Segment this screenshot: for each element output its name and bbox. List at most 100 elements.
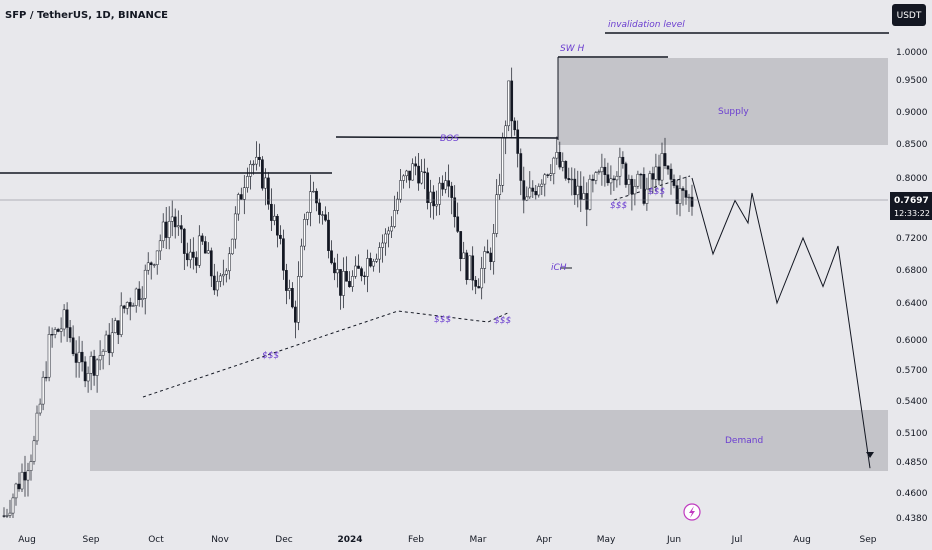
candle-body bbox=[23, 471, 27, 481]
candle-body bbox=[375, 258, 378, 262]
candle-body bbox=[519, 153, 523, 181]
candle-body bbox=[384, 233, 387, 244]
candle-body bbox=[675, 185, 679, 204]
candle-body bbox=[246, 176, 249, 188]
candle-body bbox=[642, 174, 646, 204]
candle-body bbox=[279, 234, 282, 239]
x-tick-label: May bbox=[597, 535, 616, 545]
candle-body bbox=[224, 270, 228, 275]
candle-body bbox=[612, 178, 616, 181]
candle-body bbox=[270, 203, 273, 221]
candle-body bbox=[8, 512, 12, 516]
candle-body bbox=[80, 351, 84, 363]
candle-body bbox=[426, 172, 429, 203]
candle-body bbox=[288, 288, 291, 291]
candle-body bbox=[501, 137, 505, 186]
candle-body bbox=[351, 276, 354, 287]
candle-body bbox=[116, 320, 120, 335]
candle-body bbox=[203, 241, 207, 254]
candle-body bbox=[600, 166, 604, 173]
x-tick-label: Sep bbox=[83, 535, 100, 545]
candle-body bbox=[239, 194, 243, 200]
candle-body bbox=[567, 178, 571, 180]
y-tick-label: 0.7200 bbox=[896, 234, 928, 244]
candle-body bbox=[29, 461, 33, 471]
candle-body bbox=[498, 185, 502, 195]
candle-body bbox=[303, 219, 306, 247]
candle-body bbox=[345, 271, 348, 282]
candle-body bbox=[363, 275, 366, 277]
invalidation-label: invalidation level bbox=[608, 20, 685, 30]
candle-body bbox=[161, 221, 165, 242]
candle-body bbox=[336, 269, 339, 274]
currency-button[interactable]: USDT bbox=[892, 4, 926, 26]
liquidity-label-3: $$$ bbox=[494, 316, 511, 326]
bos-label: BOS bbox=[440, 134, 459, 144]
candle-body bbox=[26, 470, 30, 481]
candle-body bbox=[321, 214, 324, 216]
candle-body bbox=[330, 250, 333, 264]
candle-body bbox=[372, 261, 375, 267]
candle-body bbox=[471, 255, 475, 281]
x-tick-label: Feb bbox=[408, 535, 424, 545]
candle-body bbox=[531, 187, 535, 192]
candle-body bbox=[170, 216, 174, 222]
candle-body bbox=[495, 194, 499, 234]
candle-body bbox=[149, 262, 153, 265]
candle-body bbox=[155, 250, 159, 265]
candle-body bbox=[357, 265, 360, 269]
candle-body bbox=[465, 252, 469, 280]
candle-body bbox=[354, 265, 357, 277]
y-tick-label: 0.4600 bbox=[896, 489, 928, 499]
candle-body bbox=[86, 373, 90, 382]
candle-body bbox=[435, 204, 438, 207]
candle-body bbox=[621, 156, 625, 164]
y-tick-label: 0.6800 bbox=[896, 266, 928, 276]
candle-body bbox=[71, 337, 75, 355]
candle-body bbox=[134, 288, 138, 306]
candle-body bbox=[456, 216, 460, 232]
price-axis bbox=[889, 0, 932, 550]
flash-icon[interactable] bbox=[683, 503, 701, 521]
candle-body bbox=[459, 231, 463, 259]
chart-title: SFP / TetherUS, 1D, BINANCE bbox=[5, 10, 168, 21]
candle-body bbox=[137, 288, 141, 300]
x-tick-label: 2024 bbox=[337, 535, 362, 545]
liquidity-label-5: $$$ bbox=[648, 187, 665, 197]
candle-body bbox=[191, 251, 195, 258]
candle-body bbox=[657, 166, 661, 181]
projection-arrowhead bbox=[866, 452, 874, 458]
x-tick-label: Mar bbox=[470, 535, 487, 545]
current-price-badge bbox=[890, 192, 932, 220]
candle-body bbox=[651, 173, 655, 180]
candle-body bbox=[546, 174, 550, 176]
x-tick-label: Aug bbox=[18, 535, 36, 545]
candle-body bbox=[218, 275, 222, 282]
candle-body bbox=[393, 210, 396, 227]
candle-body bbox=[678, 188, 682, 204]
candle-body bbox=[273, 215, 276, 221]
candle-body bbox=[663, 153, 667, 167]
candle-body bbox=[441, 182, 444, 190]
y-tick-label: 0.6400 bbox=[896, 299, 928, 309]
liquidity-trendline bbox=[142, 310, 511, 398]
candle-body bbox=[369, 258, 372, 267]
candle-body bbox=[294, 306, 297, 323]
candle-body bbox=[20, 471, 24, 490]
candle-body bbox=[300, 245, 303, 277]
candle-body bbox=[312, 190, 315, 193]
candle-body bbox=[576, 185, 580, 196]
candle-body bbox=[206, 250, 210, 254]
candle-body bbox=[342, 271, 345, 296]
candle-body bbox=[432, 191, 435, 207]
candle-body bbox=[306, 212, 309, 220]
candle-body bbox=[639, 173, 643, 176]
candle-body bbox=[17, 483, 21, 490]
y-tick-label: 0.9500 bbox=[896, 76, 928, 86]
candle-body bbox=[486, 251, 490, 254]
candle-body bbox=[555, 152, 559, 159]
currency-button-label[interactable]: USDT bbox=[897, 11, 922, 21]
candle-body bbox=[645, 188, 649, 204]
y-tick-label: 0.5400 bbox=[896, 397, 928, 407]
